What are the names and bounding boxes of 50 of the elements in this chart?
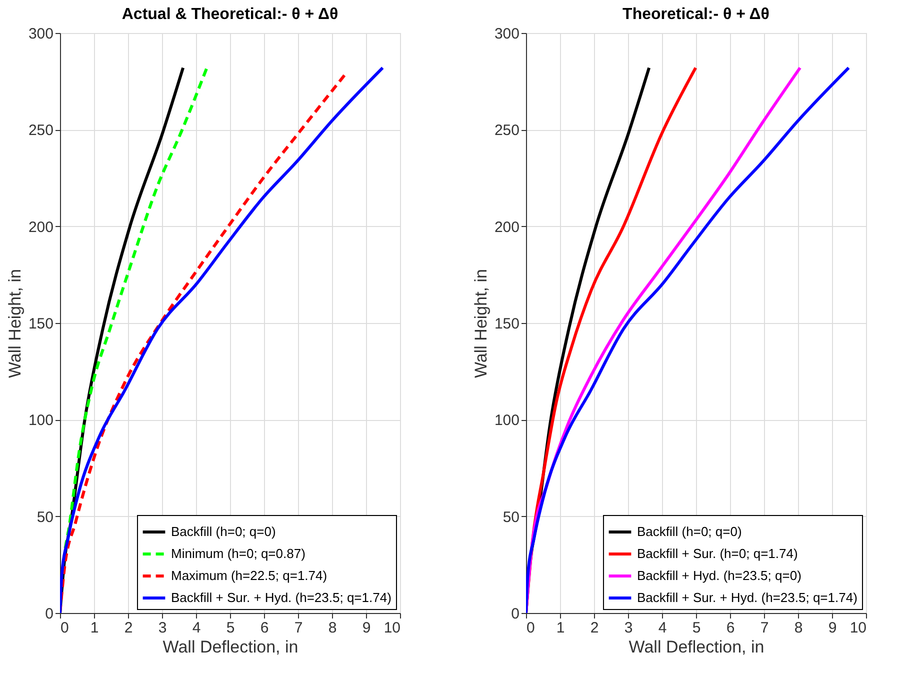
x-tick-label: 8 — [794, 620, 803, 636]
x-tick-label: 10 — [850, 620, 866, 636]
x-tick-label: 5 — [226, 620, 235, 636]
x-tick-label: 4 — [192, 620, 201, 636]
y-tick-label: 0 — [511, 606, 520, 622]
y-tick-label: 200 — [494, 218, 520, 236]
legend-label: Backfill (h=0; q=0) — [637, 524, 742, 539]
y-axis-title: Wall Height, in — [471, 269, 490, 378]
legend-label: Backfill + Sur. + Hyd. (h=23.5; q=1.74) — [637, 590, 858, 605]
y-tick-label: 150 — [494, 316, 520, 332]
x-tick-label: 2 — [124, 620, 133, 636]
x-tick-label: 6 — [726, 620, 735, 636]
x-tick-label: 3 — [624, 620, 633, 636]
y-tick-label: 0 — [45, 606, 54, 622]
x-tick-label: 9 — [828, 620, 837, 636]
x-tick-label: 10 — [384, 620, 400, 636]
legend-label: Backfill + Sur. + Hyd. (h=23.5; q=1.74) — [171, 590, 392, 605]
x-tick-label: 9 — [362, 620, 371, 636]
x-tick-label: 6 — [260, 620, 269, 636]
y-tick-label: 50 — [36, 508, 54, 526]
x-tick-label: 7 — [294, 620, 303, 636]
legend-label: Backfill (h=0; q=0) — [171, 524, 276, 539]
y-tick-label: 300 — [28, 26, 54, 42]
y-tick-label: 100 — [28, 412, 54, 430]
x-axis-title: Wall Deflection, in — [162, 638, 298, 656]
y-axis-title: Wall Height, in — [5, 269, 24, 378]
y-tick-label: 100 — [494, 412, 520, 430]
chart-title: Actual & Theoretical:- θ + Δθ — [122, 6, 338, 23]
x-tick-label: 5 — [692, 620, 701, 636]
y-tick-label: 250 — [28, 122, 54, 140]
y-tick-label: 300 — [494, 26, 520, 42]
y-tick-label: 150 — [28, 316, 54, 332]
x-tick-label: 7 — [760, 620, 769, 636]
x-tick-label: 3 — [158, 620, 167, 636]
x-tick-label: 0 — [526, 620, 535, 636]
y-tick-label: 200 — [28, 218, 54, 236]
x-tick-label: 8 — [328, 620, 337, 636]
y-tick-label: 250 — [494, 122, 520, 140]
y-tick-label: 50 — [502, 508, 520, 526]
x-tick-label: 0 — [60, 620, 69, 636]
x-tick-label: 4 — [658, 620, 667, 636]
x-tick-label: 1 — [90, 620, 99, 636]
x-tick-label: 2 — [590, 620, 599, 636]
legend-label: Backfill + Sur. (h=0; q=1.74) — [637, 546, 798, 561]
x-tick-label: 1 — [556, 620, 565, 636]
legend-label: Maximum (h=22.5; q=1.74) — [171, 568, 328, 583]
legend-label: Minimum (h=0; q=0.87) — [171, 546, 306, 561]
x-axis-title: Wall Deflection, in — [628, 638, 764, 656]
chart-title: Theoretical:- θ + Δθ — [622, 6, 770, 23]
legend-label: Backfill + Hyd. (h=23.5; q=0) — [637, 568, 802, 583]
